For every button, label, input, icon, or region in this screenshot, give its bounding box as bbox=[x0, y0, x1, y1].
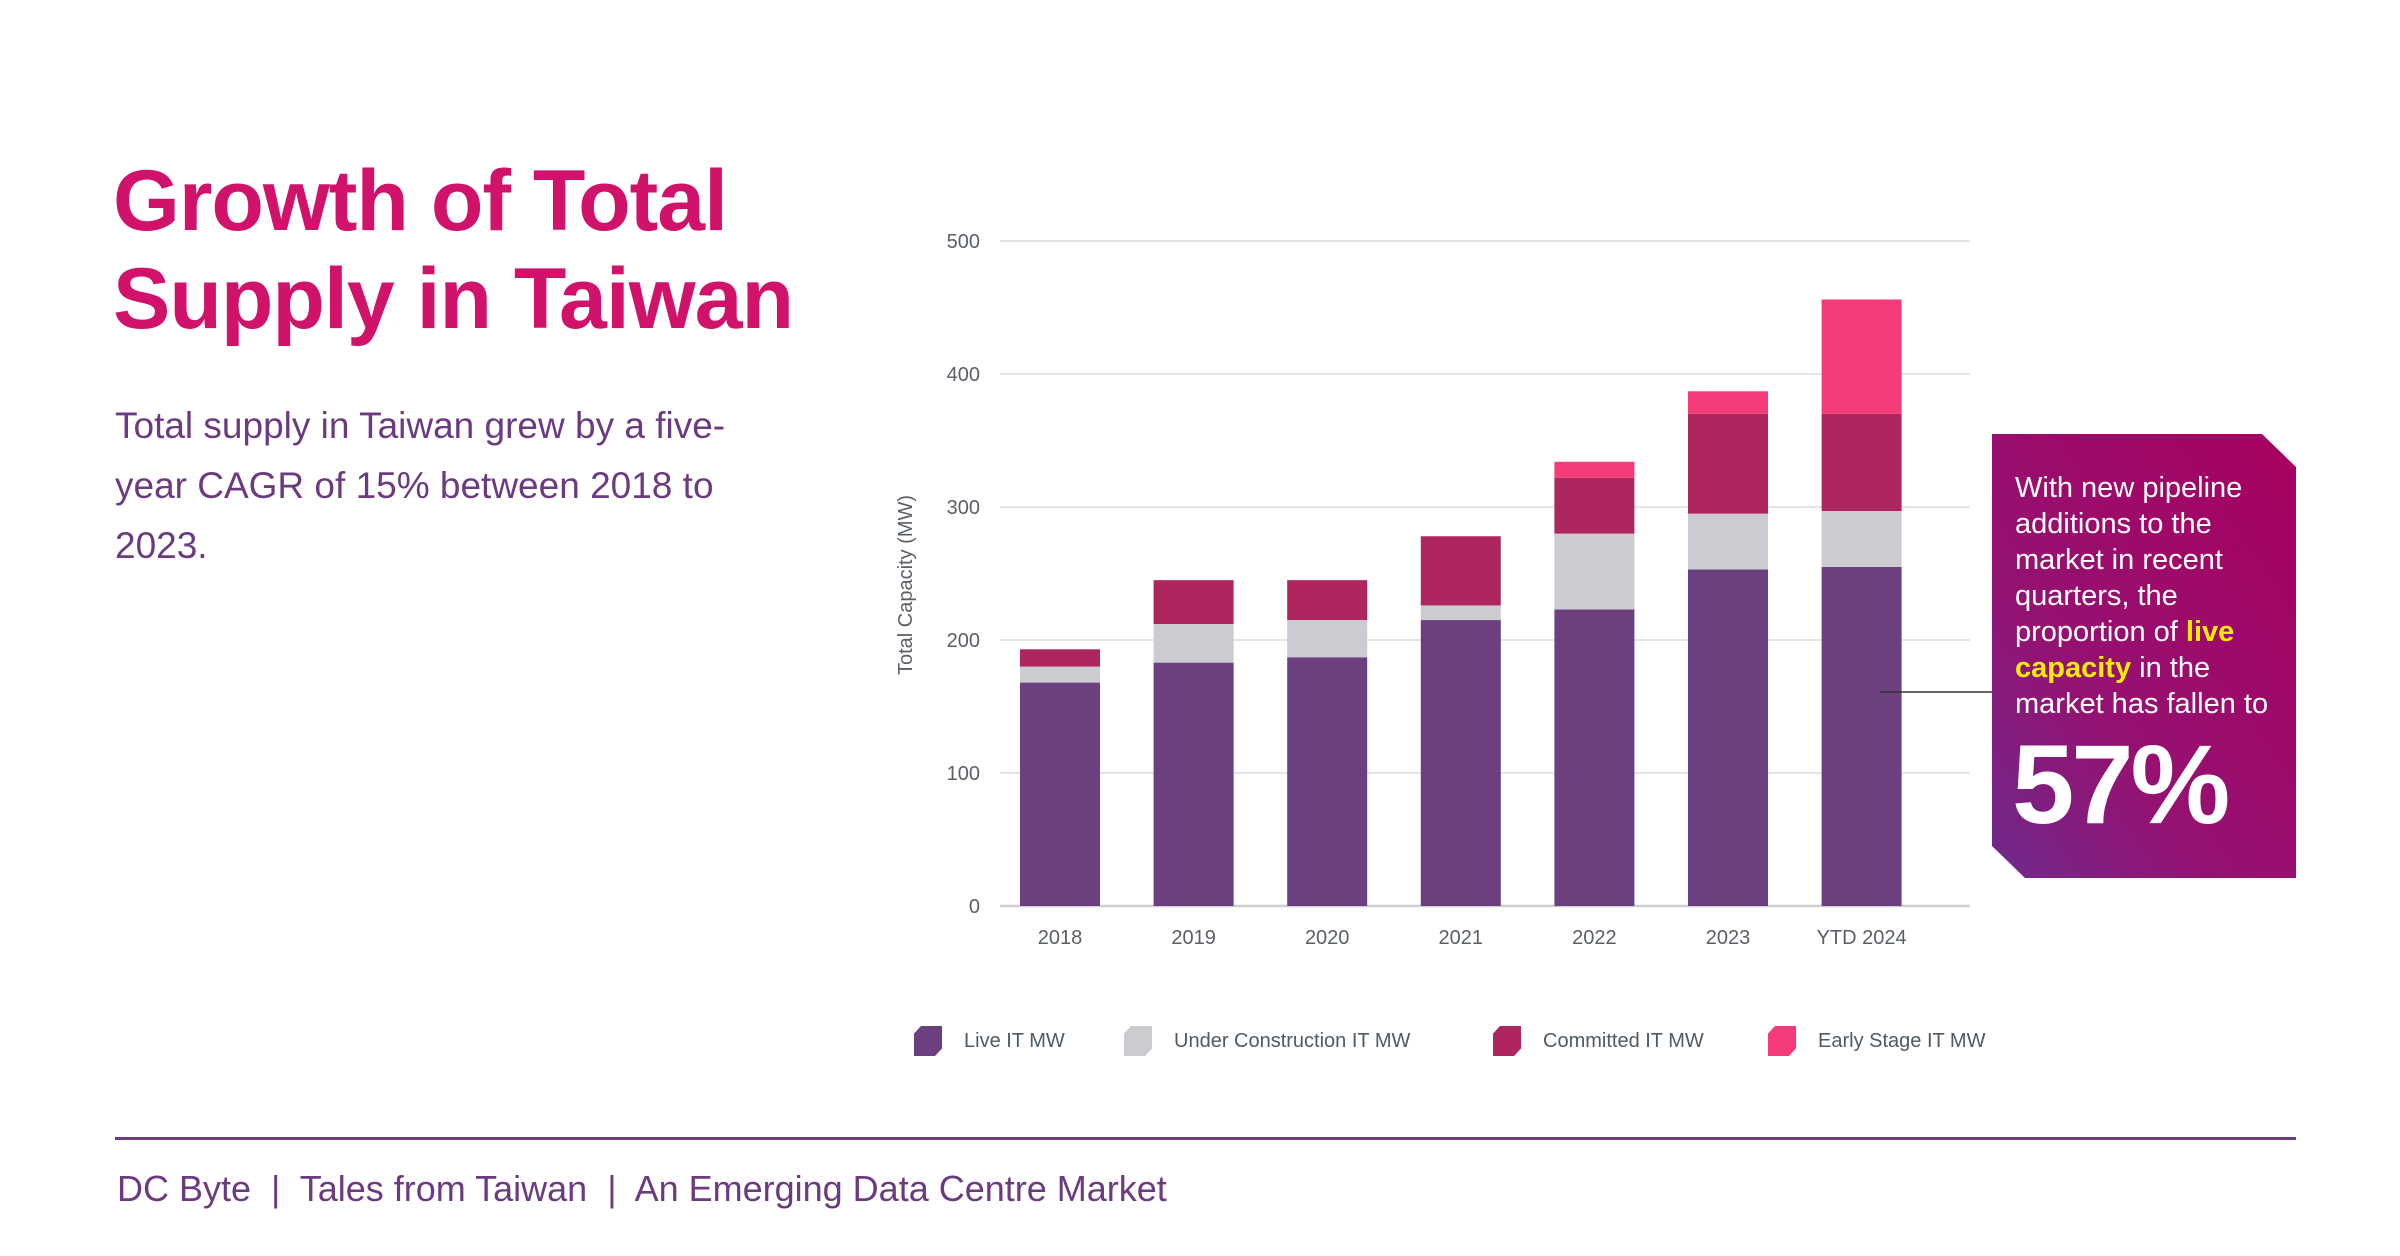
subtitle: Total supply in Taiwan grew by a five-ye… bbox=[115, 405, 726, 566]
callout-big-value: 57% bbox=[2012, 722, 2230, 847]
x-tick-label: 2022 bbox=[1572, 927, 1617, 949]
legend-item: Early Stage IT MW bbox=[1768, 1026, 1985, 1056]
bar-segment bbox=[1821, 566, 1902, 906]
bar-segment bbox=[1020, 666, 1100, 683]
y-tick-label: 500 bbox=[947, 231, 980, 253]
bar-segment bbox=[1821, 510, 1902, 567]
bar-segment bbox=[1153, 662, 1234, 906]
x-tick-label: 2019 bbox=[1171, 927, 1216, 949]
legend-item: Live IT MW bbox=[914, 1026, 1065, 1056]
footer: DC Byte | Tales from Taiwan | An Emergin… bbox=[117, 1168, 1167, 1209]
bar-segment bbox=[1287, 580, 1368, 621]
legend-label: Under Construction IT MW bbox=[1174, 1029, 1411, 1052]
y-tick-label: 400 bbox=[947, 364, 980, 386]
x-tick-label: 2023 bbox=[1706, 927, 1751, 949]
y-tick-label: 100 bbox=[947, 763, 980, 785]
bar-segment bbox=[1554, 609, 1635, 906]
bar-segment bbox=[1554, 477, 1635, 534]
bar-segment bbox=[1153, 624, 1234, 663]
chart-legend: Live IT MW Under Construction IT MW Commit… bbox=[0, 1026, 2400, 1062]
y-tick-label: 200 bbox=[947, 630, 980, 652]
callout-box bbox=[1992, 434, 2296, 878]
bar-segment bbox=[1020, 682, 1100, 906]
legend-label: Committed IT MW bbox=[1543, 1029, 1704, 1052]
bar-segment bbox=[1554, 461, 1635, 478]
bar-segment bbox=[1821, 413, 1902, 511]
bar-segment bbox=[1688, 413, 1768, 514]
legend-item: Committed IT MW bbox=[1493, 1026, 1704, 1056]
title-line-2: Supply in Taiwan bbox=[113, 251, 794, 347]
x-tick-label: 2021 bbox=[1439, 927, 1484, 949]
legend-swatch bbox=[1493, 1026, 1521, 1056]
bar-segment bbox=[1020, 649, 1100, 667]
title-line-1: Growth of Total bbox=[113, 153, 728, 249]
bar-segment bbox=[1688, 569, 1768, 906]
x-tick-label: 2018 bbox=[1038, 927, 1083, 949]
bar-segment bbox=[1688, 513, 1768, 570]
page-title: Growth of Total Supply in Taiwan bbox=[113, 152, 794, 348]
footer-divider bbox=[115, 1137, 2296, 1140]
bar-segment bbox=[1287, 620, 1368, 658]
bar-segment bbox=[1420, 620, 1501, 906]
bar-segment bbox=[1554, 533, 1635, 610]
bar-segment bbox=[1420, 605, 1501, 621]
bar-segment bbox=[1420, 536, 1501, 606]
legend-item: Under Construction IT MW bbox=[1124, 1026, 1410, 1056]
legend-swatch bbox=[1124, 1026, 1152, 1056]
callout-highlight: live capacity bbox=[2015, 616, 2235, 684]
legend-label: Live IT MW bbox=[964, 1029, 1065, 1052]
x-tick-label: YTD 2024 bbox=[1817, 927, 1907, 949]
y-tick-label: 0 bbox=[969, 896, 980, 918]
y-tick-label: 300 bbox=[947, 497, 980, 519]
legend-label: Early Stage IT MW bbox=[1818, 1029, 1986, 1052]
bar-segment bbox=[1821, 299, 1902, 414]
bar-segment bbox=[1688, 391, 1768, 414]
legend-swatch bbox=[1768, 1026, 1796, 1056]
legend-swatch bbox=[914, 1026, 942, 1056]
y-axis-label: Total Capacity (MW) bbox=[895, 495, 917, 675]
bar-segment bbox=[1153, 580, 1234, 625]
x-tick-label: 2020 bbox=[1305, 927, 1350, 949]
bar-segment bbox=[1287, 657, 1368, 906]
callout-text: With new pipeline additions to the marke… bbox=[2015, 472, 2269, 720]
